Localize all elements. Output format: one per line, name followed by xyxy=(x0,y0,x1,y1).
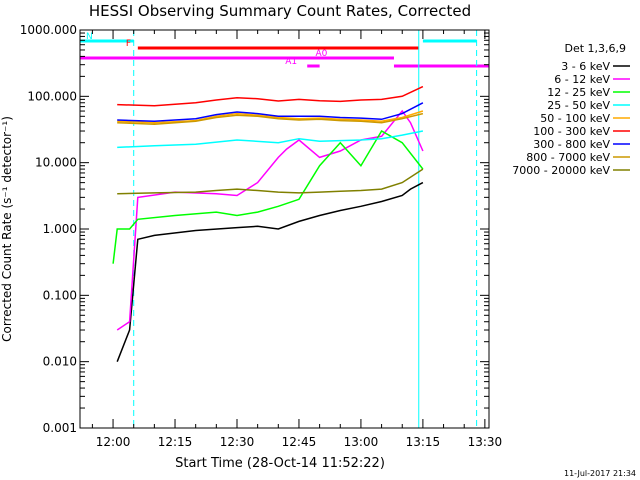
legend-label: 50 - 100 keV xyxy=(540,112,610,125)
x-axis: 12:00 12:15 12:30 12:45 13:00 13:15 13:30 xyxy=(91,30,503,449)
y-tick-label: 0.001 xyxy=(43,421,77,435)
series-line-2 xyxy=(112,129,424,264)
series-line-7 xyxy=(117,112,424,125)
legend-label: 800 - 7000 keV xyxy=(526,151,610,164)
y-tick-label: 1.000 xyxy=(43,222,77,236)
legend-label: 100 - 300 keV xyxy=(533,125,610,138)
legend-label: 300 - 800 keV xyxy=(533,138,610,151)
flag-label-a1: A1 xyxy=(285,57,297,67)
x-tick-label: 13:00 xyxy=(344,435,379,449)
footer-date: 11-Jul-2017 21:34 xyxy=(564,469,636,478)
series-line-8 xyxy=(117,168,424,195)
flag-label-f: F xyxy=(126,39,131,49)
x-tick-label: 12:15 xyxy=(158,435,193,449)
y-tick-label: 1000.000 xyxy=(20,23,77,37)
y-axis-label: Corrected Count Rate (s⁻¹ detector⁻¹) xyxy=(0,116,14,342)
series-line-5 xyxy=(117,85,424,107)
y-tick-label: 10.000 xyxy=(35,156,77,170)
x-tick-label: 13:30 xyxy=(468,435,503,449)
y-tick-label: 0.010 xyxy=(43,355,77,369)
observing-flag-bars: N F A0 A1 xyxy=(80,32,489,68)
series-lines xyxy=(112,85,424,362)
x-tick-label: 12:00 xyxy=(96,435,131,449)
chart-title: HESSI Observing Summary Count Rates, Cor… xyxy=(89,2,471,20)
legend-label: 25 - 50 keV xyxy=(547,99,610,112)
series-line-3 xyxy=(117,130,424,149)
x-axis-label: Start Time (28-Oct-14 11:52:22) xyxy=(175,456,385,471)
time-markers xyxy=(133,30,478,428)
series-line-6 xyxy=(117,102,424,123)
legend-title: Det 1,3,6,9 xyxy=(564,42,626,55)
legend-label: 7000 - 20000 keV xyxy=(512,164,610,177)
y-tick-label: 100.000 xyxy=(27,89,77,103)
y-axis: 1000.000 100.000 10.000 1.000 0.100 0.010 0.00… xyxy=(20,23,489,435)
series-line-0 xyxy=(116,181,424,362)
y-tick-label: 0.100 xyxy=(43,288,77,302)
series-line-4 xyxy=(117,110,424,124)
legend-label: 3 - 6 keV xyxy=(561,60,610,73)
plot-frame xyxy=(79,29,490,429)
x-tick-label: 13:15 xyxy=(406,435,441,449)
legend-label: 6 - 12 keV xyxy=(554,73,610,86)
flag-label-a0: A0 xyxy=(315,49,327,59)
x-tick-label: 12:45 xyxy=(282,435,317,449)
x-tick-label: 12:30 xyxy=(220,435,255,449)
flag-label-n: N xyxy=(86,32,93,42)
legend-label: 12 - 25 keV xyxy=(547,86,610,99)
series-line-1 xyxy=(116,109,424,331)
